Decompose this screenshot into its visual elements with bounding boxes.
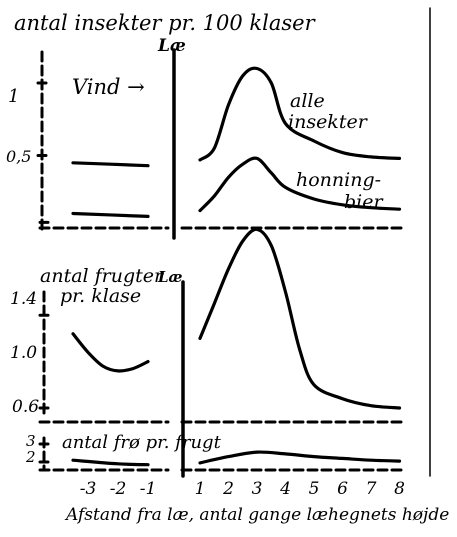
series-line-alle-insekter-right xyxy=(198,66,402,162)
series-label-honning: honning- xyxy=(296,169,381,191)
series-line-alle-insekter-left xyxy=(71,161,150,168)
middle-chart-unit: pr. klase xyxy=(60,285,141,307)
top-ytick-label-1: 1 xyxy=(8,86,19,107)
x-tick-label-3: 3 xyxy=(252,479,263,499)
series-label-insekter: insekter xyxy=(288,111,369,133)
series-line-antal-fr-pr-frugt-left xyxy=(71,458,150,467)
top-ytick-label-0.5: 0,5 xyxy=(6,147,31,166)
x-tick-label-5: 5 xyxy=(309,479,320,499)
x-axis-title: Afstand fra læ, antal gange læhegnets hø… xyxy=(64,505,449,525)
lae-label-mid: Læ xyxy=(157,268,183,286)
x-tick-label--2: -2 xyxy=(110,479,127,499)
chart-marks: -3 -2 -1 1 2 3 4 5 6 7 8 xyxy=(36,66,406,499)
mid-ytick-label-1.0: 1.0 xyxy=(10,343,37,363)
bottom-chart-label: antal frø pr. frugt xyxy=(62,432,222,453)
x-tick-label-1: 1 xyxy=(195,479,206,499)
series-line-antal-fr-pr-frugt-right xyxy=(198,450,402,465)
x-tick-label-2: 2 xyxy=(222,479,234,499)
mid-ytick-label-0.6: 0.6 xyxy=(12,397,39,417)
series-line-antal-frugter-pr-klase-left xyxy=(71,332,150,373)
bottom-ytick-label-3: 3 xyxy=(26,432,36,450)
wind-annotation: Vind → xyxy=(72,75,145,99)
series-line-honningbier-right xyxy=(198,156,402,213)
x-tick-label-4: 4 xyxy=(279,479,291,499)
x-tick-label--3: -3 xyxy=(80,479,97,499)
series-line-honningbier-left xyxy=(71,211,150,218)
middle-chart-title: antal frugter xyxy=(40,265,165,287)
x-tick-label-6: 6 xyxy=(337,479,348,499)
x-tick-label-8: 8 xyxy=(394,479,405,499)
x-tick-label-7: 7 xyxy=(366,479,377,499)
series-label-alle: alle xyxy=(290,90,325,112)
mid-ytick-label-1.4: 1.4 xyxy=(10,289,37,309)
bottom-ytick-label-2: 2 xyxy=(25,448,36,466)
x-tick-label--1: -1 xyxy=(140,479,157,499)
lae-label-top: Læ xyxy=(157,36,186,56)
series-line-antal-frugter-pr-klase-right xyxy=(198,227,402,410)
top-chart-title: antal insekter pr. 100 klaser xyxy=(14,11,317,35)
